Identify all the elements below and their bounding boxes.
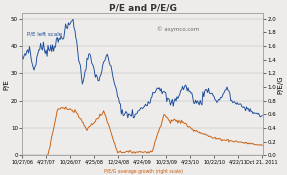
Text: © asymco.com: © asymco.com (156, 26, 199, 32)
Y-axis label: P/E: P/E (3, 79, 9, 90)
Title: P/E and P/E/G: P/E and P/E/G (109, 4, 177, 12)
Text: P/E left scale: P/E left scale (27, 31, 62, 36)
Text: P/E/G average growth (right scale): P/E/G average growth (right scale) (104, 169, 183, 174)
Y-axis label: P/E/G: P/E/G (278, 75, 284, 94)
